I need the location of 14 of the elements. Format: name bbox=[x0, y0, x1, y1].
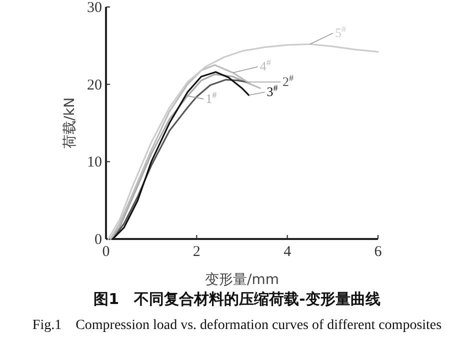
text: 图1 不同复合材料的压缩荷载-变形量曲线 bbox=[94, 290, 380, 308]
series-label: 4$^{#}$ bbox=[260, 58, 272, 74]
x-tick-label: 6 bbox=[374, 244, 382, 260]
y-tick-label: 0 bbox=[94, 232, 102, 248]
x-tick-label: 4 bbox=[284, 244, 292, 260]
series-label: 3$^{#}$ bbox=[266, 83, 278, 100]
y-axis-title: 荷载/kN bbox=[62, 97, 78, 149]
x-axis-title: 变形量/mm bbox=[205, 272, 279, 288]
text: Fig.1 Compression load vs. deformation curves of different composites bbox=[32, 318, 442, 333]
y-tick-label: 10 bbox=[87, 154, 102, 171]
series-label: 1$^{#}$ bbox=[206, 90, 218, 106]
y-tick-label: 20 bbox=[87, 77, 102, 94]
x-tick-label: 2 bbox=[192, 244, 200, 260]
y-tick-label: 30 bbox=[87, 0, 102, 16]
